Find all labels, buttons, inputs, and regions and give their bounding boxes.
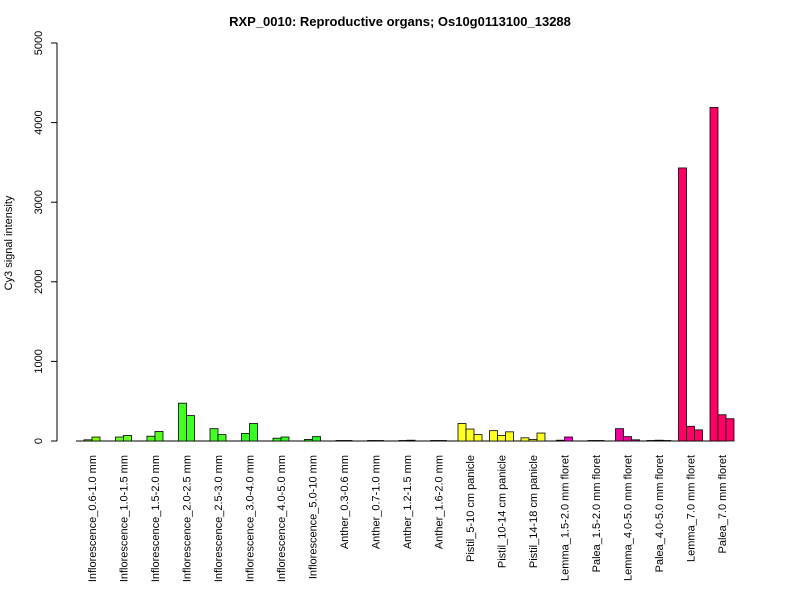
y-axis-label: Cy3 signal intensity [3, 195, 15, 290]
bar [406, 439, 416, 442]
bar [375, 440, 384, 442]
bar [631, 439, 640, 442]
bar [725, 418, 735, 442]
x-tick-label: Anther_1.2-1.5 mm [402, 455, 414, 549]
bar [536, 432, 546, 442]
bar [367, 440, 376, 442]
bar [154, 431, 164, 442]
x-tick-label: Lemma_1.5-2.0 mm floret [560, 455, 572, 581]
bar [430, 440, 439, 442]
bar [343, 440, 353, 442]
x-tick-label: Pistil_10-14 cm panicle [497, 455, 509, 568]
bar [717, 414, 727, 442]
bar [564, 436, 573, 442]
y-tick-label: 4000 [33, 110, 45, 134]
bar [438, 440, 447, 442]
y-tick-label: 5000 [33, 31, 45, 55]
bar [312, 436, 321, 442]
bar [280, 436, 290, 442]
bar [623, 436, 632, 442]
bar [123, 435, 132, 442]
x-tick-label: Pistil_5-10 cm panicle [465, 455, 477, 562]
bar [520, 437, 530, 442]
x-tick-label: Anther_0.7-1.0 mm [371, 455, 383, 549]
bars-layer [76, 107, 735, 442]
x-tick-label: Inflorescence_1.0-1.5 mm [119, 455, 131, 582]
x-tick-label: Inflorescence_1.5-2.0 mm [150, 455, 162, 582]
bar [473, 434, 483, 442]
y-tick-label: 1000 [33, 349, 45, 373]
x-tick-label: Inflorescence_2.5-3.0 mm [213, 455, 225, 582]
bar [497, 435, 506, 442]
bar [528, 439, 538, 442]
x-tick-label: Palea_7.0 mm floret [717, 455, 729, 553]
chart-title: RXP_0010: Reproductive organs; Os10g0113… [229, 14, 571, 29]
x-tick-labels: Inflorescence_0.6-1.0 mm Inflorescence_1.… [87, 455, 729, 582]
bar [272, 437, 282, 442]
bar [709, 107, 719, 442]
x-tick-label: Inflorescence_0.6-1.0 mm [87, 455, 99, 582]
y-tick-label: 0 [33, 438, 45, 444]
x-tick-label: Anther_0.3-0.6 mm [339, 455, 351, 549]
x-tick-label: Lemma_7.0 mm floret [686, 455, 698, 562]
bar [654, 439, 664, 442]
bar [646, 440, 656, 442]
bar [91, 436, 101, 442]
bar [587, 440, 597, 442]
x-tick-label: Lemma_4.0-5.0 mm floret [623, 455, 635, 581]
bar [335, 440, 345, 442]
x-tick-label: Pistil_14-18 cm panicle [528, 455, 540, 568]
x-tick-label: Palea_1.5-2.0 mm floret [591, 455, 603, 572]
bar [662, 440, 672, 442]
x-tick-label: Anther_1.6-2.0 mm [434, 455, 446, 549]
x-tick-label: Inflorescence_5.0-10 mm [308, 455, 320, 579]
bar [178, 402, 187, 442]
bar [505, 431, 514, 442]
bar [457, 423, 467, 442]
y-tick-label: 3000 [33, 190, 45, 214]
x-tick-label: Palea_4.0-5.0 mm floret [654, 455, 666, 572]
bar [209, 428, 219, 442]
x-tick-label: Inflorescence_3.0-4.0 mm [245, 455, 257, 582]
bar [241, 433, 250, 442]
bar [146, 435, 156, 442]
bar [249, 423, 258, 442]
x-tick-label: Inflorescence_2.0-2.5 mm [182, 455, 194, 582]
bar [217, 434, 227, 442]
bar [304, 439, 313, 442]
bar [694, 429, 703, 442]
bar [489, 430, 498, 442]
y-axis: 0 1000 2000 3000 4000 5000 [33, 31, 58, 444]
x-tick-label: Inflorescence_4.0-5.0 mm [276, 455, 288, 582]
bar [465, 428, 475, 442]
bar [398, 440, 408, 442]
bar [686, 425, 695, 442]
bar [615, 428, 624, 442]
bar [83, 439, 93, 442]
bar [556, 439, 565, 442]
y-tick-label: 2000 [33, 270, 45, 294]
bar [678, 167, 687, 442]
bar [186, 415, 195, 442]
bar [115, 436, 124, 442]
bar [595, 440, 605, 442]
